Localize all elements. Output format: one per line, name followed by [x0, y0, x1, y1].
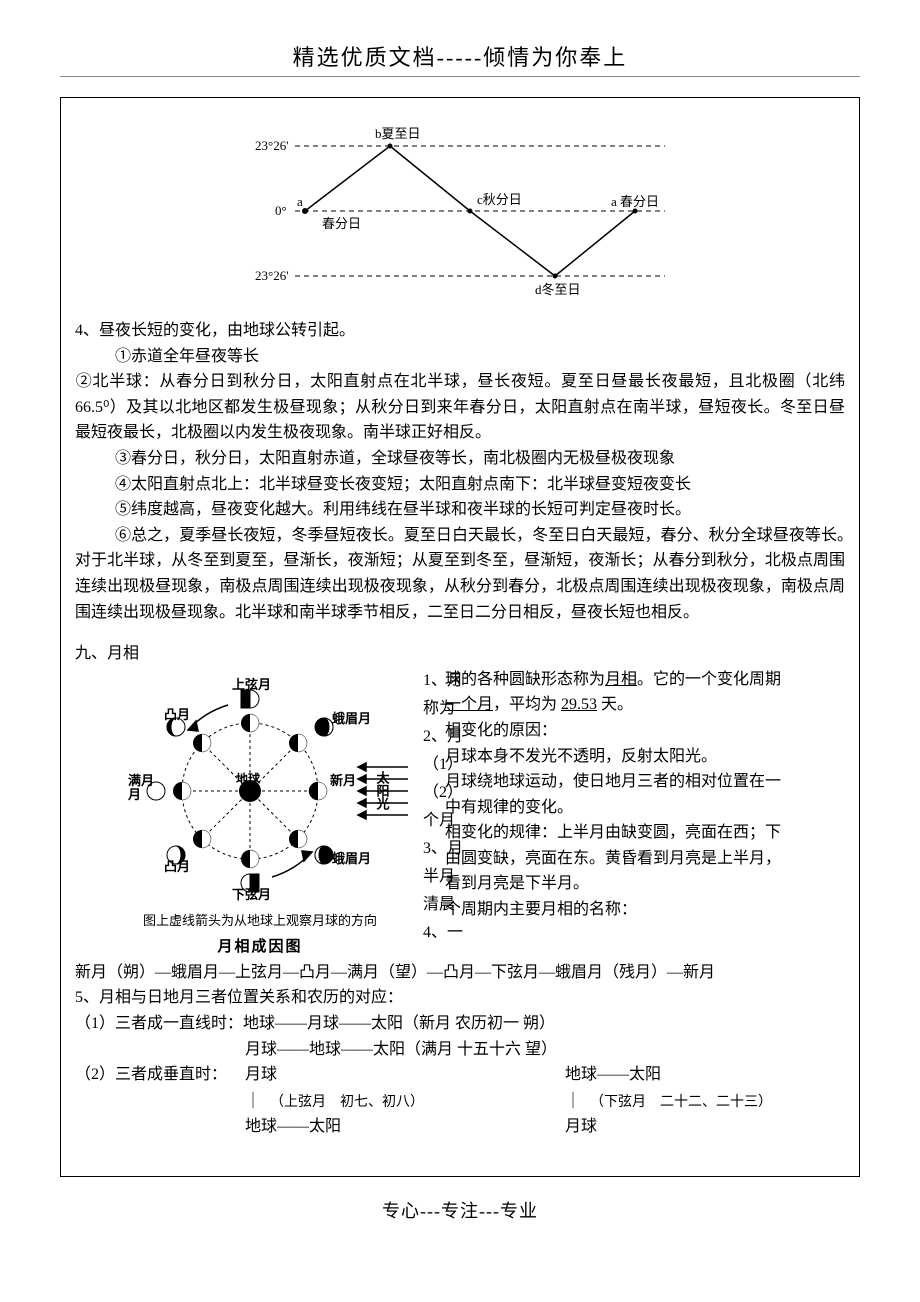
perp-c1-top: 月球 [245, 1062, 565, 1088]
moon-phase-figure: 上弦月 下弦月 满月 月 新月 太阳光 凸月 凸月 蛾眉月 蛾眉月 地球 图上虚… [105, 671, 415, 956]
sec4-item-2-text: ②北半球：从春分日到秋分日，太阳直射点在北半球，昼长夜短。夏至日昼最长夜最短，且… [75, 373, 845, 441]
sec4-item-6-text: ⑥总之，夏季昼长夜短，冬季昼短夜长。夏至日白天最长，冬至日白天最短，春分、秋分全… [75, 527, 861, 621]
lbl-sun: 太阳光 [375, 770, 391, 811]
l6b: 中有规律的变化。 [445, 795, 845, 821]
lbl-tu2: 凸月 [164, 859, 190, 874]
l1b-u1: 月相 [605, 671, 637, 688]
l2b-u1: 一个月 [445, 696, 493, 713]
sec9-after-2: 5、月相与日地月三者位置关系和农历的对应： [75, 985, 845, 1011]
node-a2-label: a 春分日 [611, 194, 659, 209]
ylab-mid: 0° [275, 203, 287, 218]
l8b: 由圆变缺，亮面在东。黄昏看到月亮是上半月， [445, 846, 845, 872]
node-d-label: d冬至日 [535, 282, 581, 297]
l10a: 4、一 [423, 924, 463, 941]
sec4-item-2: ②北半球：从春分日到秋分日，太阳直射点在北半球，昼长夜短。夏至日昼最长夜最短，且… [75, 369, 845, 446]
header-rule [60, 76, 860, 77]
lbl-earth: 地球 [236, 771, 261, 786]
lbl-new: 新月 [330, 773, 356, 788]
node-a-label: a [297, 194, 303, 209]
sec9-after-4: 月球——地球——太阳（满月 十五十六 望） [75, 1037, 845, 1063]
perp-c2-bot: 月球 [565, 1114, 845, 1140]
lbl-emei1: 蛾眉月 [332, 711, 371, 726]
moon-caption-2: 月相成因图 [105, 935, 415, 956]
node-a-side: 春分日 [322, 216, 361, 231]
sec4-item-3: ③春分日，秋分日，太阳直射赤道，全球昼夜等长，南北极圈内无极昼极夜现象 [75, 446, 845, 472]
sec4-item-1: ①赤道全年昼夜等长 [75, 344, 845, 370]
perp-c1-bot: 地球——太阳 [245, 1114, 565, 1140]
l7b: 相变化的规律：上半月由缺变圆，亮面在西；下 [445, 820, 845, 846]
node-c-label: c秋分日 [477, 192, 522, 207]
lbl-full: 满月 [128, 773, 154, 788]
moon-phase-svg: 上弦月 下弦月 满月 月 新月 太阳光 凸月 凸月 蛾眉月 蛾眉月 地球 [110, 671, 410, 901]
perp-c2-top: 地球——太阳 [565, 1062, 845, 1088]
page-header-title: 精选优质文档-----倾情为你奉上 [60, 40, 860, 72]
sec9-after-3: （1）三者成一直线时：地球——月球——太阳（新月 农历初一 朔） [75, 1011, 845, 1037]
perp-row-1: （2）三者成垂直时： 月球 地球——太阳 [75, 1062, 845, 1088]
l10b: 个周期内主要月相的名称： [445, 897, 845, 923]
node-b-label: b夏至日 [375, 126, 421, 141]
lbl-xxy: 下弦月 [232, 887, 271, 901]
l2b-post: 天。 [597, 696, 633, 713]
l2b-u2: 29.53 [561, 696, 597, 713]
lbl-emei2: 蛾眉月 [332, 851, 371, 866]
page-footer: 专心---专注---专业 [60, 1197, 860, 1223]
perp-c2-note: （下弦月 二十二、二十三） [597, 1095, 772, 1110]
ylab-bot: 23°26' [255, 268, 289, 283]
l3b: 相变化的原因： [445, 718, 845, 744]
l2b-mid: ，平均为 [493, 696, 561, 713]
content-frame: 23°26' 0° 23°26' b夏至日 a 春分日 c秋分日 d冬至日 a … [60, 97, 860, 1177]
sec4-item-4: ④太阳直射点北上：北半球昼变长夜变短；太阳直射点南下：北半球昼变短夜变长 [75, 472, 845, 498]
solar-declination-chart: 23°26' 0° 23°26' b夏至日 a 春分日 c秋分日 d冬至日 a … [245, 116, 675, 306]
l4b: 月球本身不发光不透明，反射太阳光。 [445, 744, 845, 770]
l5b: 月球绕地球运动，使日地月三者的相对位置在一 [445, 769, 845, 795]
sec9-after-1: 新月（朔）—蛾眉月—上弦月—凸月—满月（望）—凸月—下弦月—蛾眉月（残月）—新月 [75, 960, 845, 986]
perp-row-2: ｜ （上弦月 初七、初八） ｜ （下弦月 二十二、二十三） [75, 1088, 845, 1115]
sec4-item-6: ⑥总之，夏季昼长夜短，冬季昼短夜长。夏至日白天最长，冬至日白天最短，春分、秋分全… [75, 523, 845, 625]
moon-phase-block: 上弦月 下弦月 满月 月 新月 太阳光 凸月 凸月 蛾眉月 蛾眉月 地球 图上虚… [75, 667, 845, 960]
sec9-heading: 九、月相 [75, 641, 845, 667]
moon-caption-1: 图上虚线箭头为从地球上观察月球的方向 [105, 910, 415, 929]
sec4-title: 4、昼夜长短的变化，由地球公转引起。 [75, 318, 845, 344]
ylab-top: 23°26' [255, 138, 289, 153]
l1b-post: 。它的一个变化周期 [637, 671, 781, 688]
lbl-sxy: 上弦月 [232, 677, 271, 692]
lbl-tu1: 凸月 [164, 707, 190, 722]
l1b-pre: 球的各种圆缺形态称为 [445, 671, 605, 688]
sec4-item-5: ⑤纬度越高，昼夜变化越大。利用纬线在昼半球和夜半球的长短可判定昼夜时长。 [75, 497, 845, 523]
moon-right-col: 球的各种圆缺形态称为月相。它的一个变化周期 一个月，平均为 29.53 天。 相… [445, 667, 845, 923]
l9b: 看到月亮是下半月。 [445, 871, 845, 897]
perp-row-3: 地球——太阳 月球 [75, 1114, 845, 1140]
perp-lead: （2）三者成垂直时： [75, 1062, 245, 1088]
perp-c1-bar: ｜ [245, 1088, 261, 1114]
perp-c1-note: （上弦月 初七、初八） [277, 1095, 424, 1110]
perp-c2-bar: ｜ [565, 1088, 581, 1114]
svg-text:月: 月 [127, 787, 141, 802]
